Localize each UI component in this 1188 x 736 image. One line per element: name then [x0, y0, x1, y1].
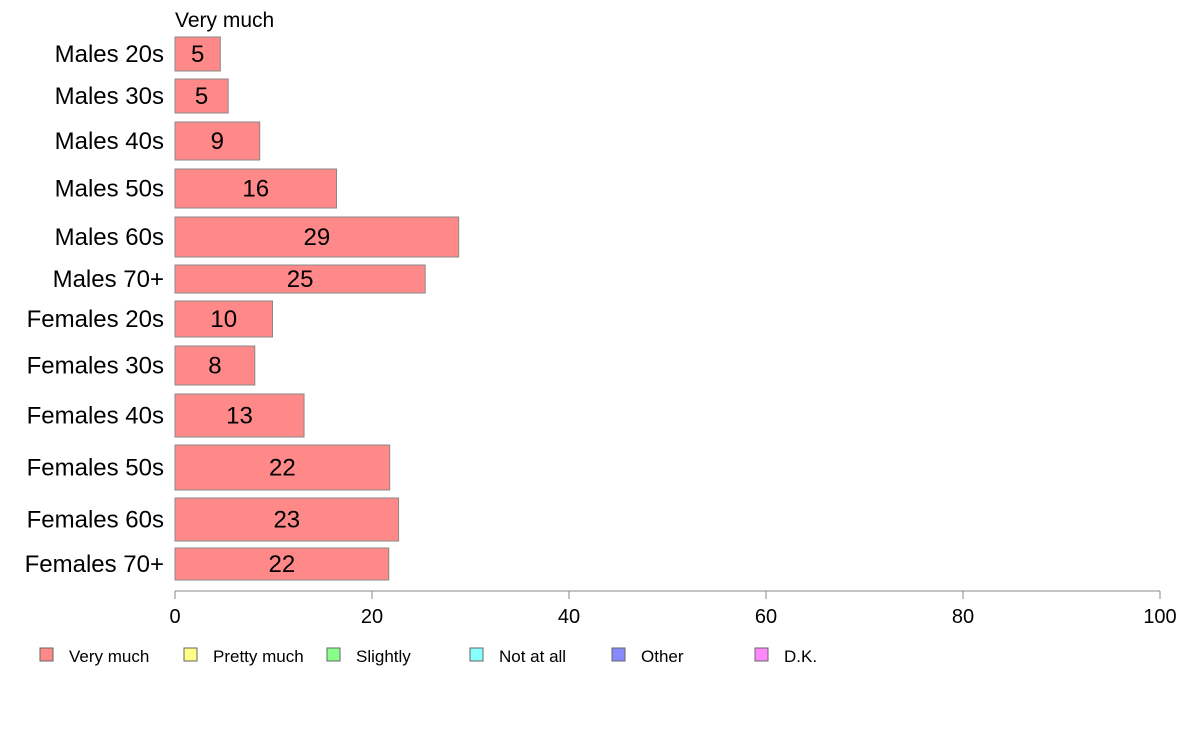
bar — [174, 168, 338, 209]
bar — [174, 121, 261, 161]
legend-swatch — [326, 647, 341, 662]
legend: Very much Pretty much Slightly Not at all Ot… — [39, 647, 817, 666]
data-label: 29 — [303, 224, 330, 251]
x-tick-label: 0 — [169, 606, 180, 628]
x-tick-label: 40 — [558, 606, 580, 628]
category-label: Males 70+ — [53, 266, 164, 293]
data-label: 9 — [211, 128, 224, 155]
bar — [174, 78, 229, 114]
data-label: 13 — [226, 403, 253, 430]
legend-swatch — [39, 647, 54, 662]
bar-row: Males 60s 29 — [55, 216, 460, 258]
data-label: 25 — [287, 266, 314, 293]
category-label: Males 50s — [55, 176, 164, 203]
category-label: Males 60s — [55, 224, 164, 251]
legend-item: Slightly — [326, 647, 411, 666]
bar-row: Males 20s 5 — [55, 36, 221, 72]
x-tick-label: 100 — [1143, 606, 1176, 628]
bar — [174, 300, 274, 338]
category-label: Females 50s — [27, 455, 164, 482]
bar-row: Females 30s 8 — [27, 345, 256, 386]
bar — [174, 216, 460, 258]
legend-label: Slightly — [356, 647, 411, 666]
x-tick-label: 80 — [952, 606, 974, 628]
data-label: 22 — [269, 551, 296, 578]
data-label: 8 — [208, 353, 221, 380]
bar-row: Females 60s 23 — [27, 497, 400, 542]
category-label: Males 40s — [55, 128, 164, 155]
bar-row: Females 40s 13 — [27, 393, 305, 438]
legend-item: Very much — [39, 647, 149, 666]
bar — [174, 497, 400, 542]
bar-row: Males 30s 5 — [55, 78, 229, 114]
bar — [174, 36, 221, 72]
bar-row: Males 40s 9 — [55, 121, 261, 161]
legend-label: Other — [641, 647, 684, 666]
bar — [174, 393, 305, 438]
bar-row: Females 20s 10 — [27, 300, 274, 338]
category-label: Females 70+ — [25, 551, 164, 578]
bar-row: Females 50s 22 — [27, 444, 391, 491]
category-label: Females 40s — [27, 403, 164, 430]
legend-item: Pretty much — [183, 647, 304, 666]
category-label: Males 20s — [55, 41, 164, 68]
legend-label: Very much — [69, 647, 149, 666]
chart-rows: Males 20s 5 Males 30s 5 Males 40s 9 Males 50s 1… — [25, 36, 460, 581]
legend-item: Not at all — [469, 647, 566, 666]
x-tick-label: 20 — [361, 606, 383, 628]
legend-swatch — [754, 647, 769, 662]
legend-swatch — [469, 647, 484, 662]
category-label: Females 20s — [27, 306, 164, 333]
legend-item: D.K. — [754, 647, 817, 666]
category-label: Females 30s — [27, 353, 164, 380]
series-title: Very much — [175, 9, 274, 32]
legend-swatch — [611, 647, 626, 662]
category-label: Females 60s — [27, 507, 164, 534]
bar-row: Males 50s 16 — [55, 168, 338, 209]
x-axis: 0 20 40 60 80 100 — [169, 590, 1177, 628]
data-label: 22 — [269, 455, 296, 482]
data-label: 23 — [273, 507, 300, 534]
bar-row: Males 70+ 25 — [53, 264, 426, 294]
legend-item: Other — [611, 647, 684, 666]
bar — [174, 345, 256, 386]
category-label: Males 30s — [55, 83, 164, 110]
legend-label: Pretty much — [213, 647, 304, 666]
data-label: 16 — [242, 176, 269, 203]
data-label: 5 — [195, 83, 208, 110]
legend-swatch — [183, 647, 198, 662]
bar — [174, 547, 390, 581]
legend-label: Not at all — [499, 647, 566, 666]
data-label: 5 — [191, 41, 204, 68]
bar — [174, 264, 426, 294]
bar-row: Females 70+ 22 — [25, 547, 390, 581]
legend-label: D.K. — [784, 647, 817, 666]
bar — [174, 444, 391, 491]
data-label: 10 — [210, 306, 237, 333]
x-tick-label: 60 — [755, 606, 777, 628]
